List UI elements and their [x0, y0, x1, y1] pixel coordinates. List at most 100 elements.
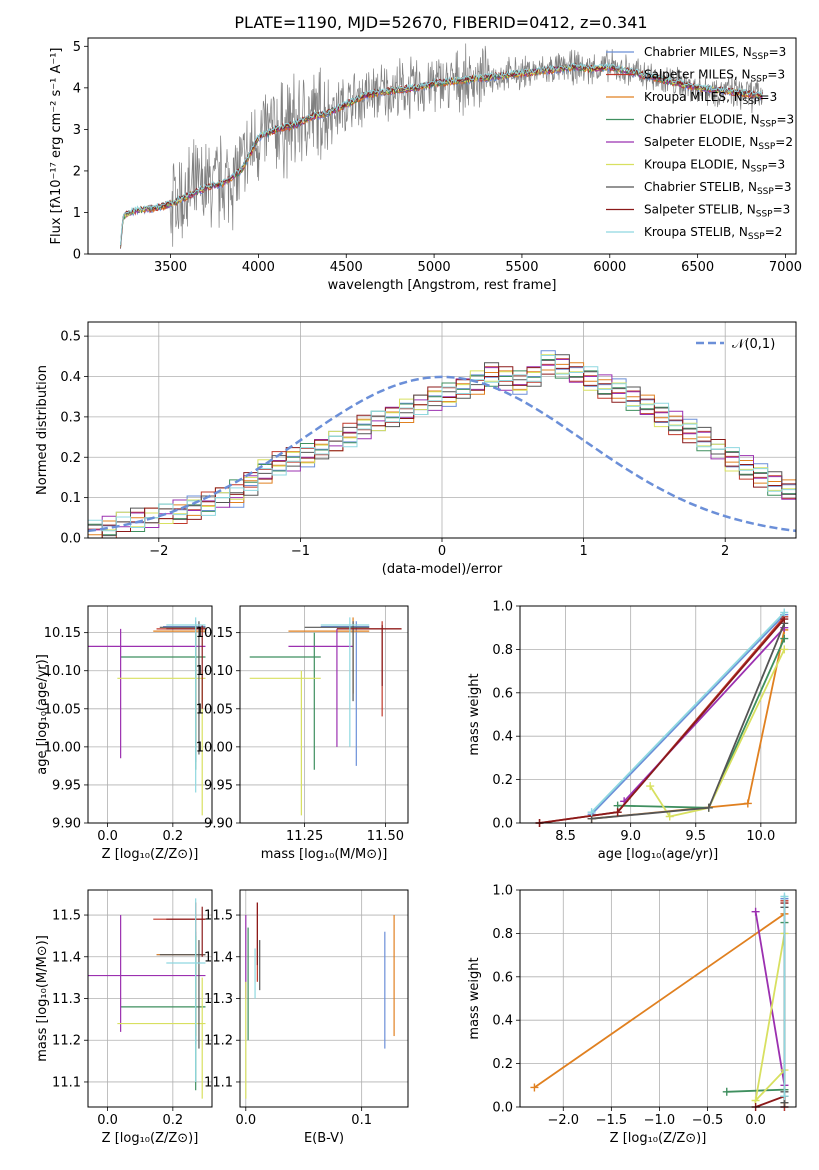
x-tick-label: 3500	[154, 260, 187, 275]
x-axis-label: E(B-V)	[304, 1131, 344, 1146]
legend-fit-name: Kroupa MILES	[644, 90, 726, 104]
axes-frame	[239, 605, 409, 824]
y-tick-label: 11.3	[204, 992, 233, 1007]
weight-point-marker	[780, 892, 789, 901]
legend-fit-name: Salpeter STELIB	[644, 203, 739, 217]
y-tick-label: 0.5	[60, 330, 81, 345]
legend-nssp-prefix: , N	[735, 45, 752, 59]
weight-point-marker	[780, 608, 789, 617]
legend-nssp-equals: =	[775, 135, 785, 149]
spectrum-panel: 3500 4000 4500 5000 5500 6000 6500 7000012345wa…	[49, 37, 802, 293]
age-vs-metallicity-panel: 0.0 0.2 9.90 9.95 10.00 10.05 10.10 10.15 Z [log…	[35, 605, 213, 862]
weight-point-marker	[704, 803, 713, 812]
x-tick-label: −1.5	[596, 1113, 628, 1128]
x-tick-label: 0.0	[97, 1113, 118, 1128]
axes-frame	[87, 605, 213, 824]
y-axis-label: mass weight	[467, 957, 482, 1039]
mass-vs-ebv-panel: 0.0 0.1 11.1 11.2 11.3 11.4 11.5 E(B-V)	[204, 889, 409, 1146]
legend-nssp-subscript: SSP	[758, 142, 775, 152]
residuals-panel: −2 −1 0 1 2 0.0 0.1 0.2 0.3 0.4 0.5 (data-model)/er…	[35, 321, 797, 577]
axes-frame	[87, 889, 213, 1108]
legend-nssp-subscript: SSP	[760, 120, 777, 130]
x-tick-label: 0	[438, 544, 446, 559]
x-tick-label: 1	[579, 544, 587, 559]
x-tick-label: 0.0	[745, 1113, 766, 1128]
legend-fit-name: Salpeter ELODIE	[644, 135, 742, 149]
legend-nssp-equals: =	[769, 45, 779, 59]
weight-point-marker	[722, 1087, 731, 1096]
y-tick-label: 1	[73, 206, 81, 221]
x-tick-label: −1	[291, 544, 310, 559]
x-axis-label: Z [log₁₀(Z/Z⊙)]	[610, 1131, 707, 1146]
y-tick-label: 0.2	[492, 1057, 513, 1072]
legend-nssp-equals: =	[774, 180, 784, 194]
legend-fit-name: Chabrier ELODIE	[644, 113, 743, 127]
weight-point-marker	[530, 1083, 539, 1092]
normal-distribution-line	[87, 375, 797, 533]
y-tick-label: 11.4	[52, 950, 81, 965]
weight-point-marker	[613, 808, 622, 817]
legend-label: 𝒩(0,1)	[732, 337, 775, 352]
weight-point-marker	[780, 645, 789, 654]
legend-nssp-subscript: SSP	[748, 232, 765, 242]
y-tick-label: 11.4	[204, 950, 233, 965]
legend-nssp-prefix: , N	[740, 180, 757, 194]
legend-nssp-value: 3	[787, 113, 795, 127]
weight-series-line	[590, 611, 785, 813]
weight-series-line	[754, 933, 786, 1104]
legend-label: Kroupa MILES, NSSP=3	[644, 90, 777, 107]
legend-nssp-prefix: , N	[731, 225, 748, 239]
legend-fit-name: Chabrier MILES	[644, 45, 735, 59]
legend-nssp-equals: =	[765, 225, 775, 239]
legend-nssp-subscript: SSP	[757, 187, 774, 197]
y-tick-label: 10.05	[44, 702, 81, 717]
x-tick-label: −2.0	[547, 1113, 579, 1128]
x-tick-label: 8.5	[555, 829, 576, 844]
y-tick-label: 10.05	[196, 702, 233, 717]
y-tick-label: 0.0	[492, 817, 513, 832]
weight-point-marker	[646, 782, 655, 791]
legend-nssp-equals: =	[760, 90, 770, 104]
y-axis-label: mass weight	[467, 673, 482, 755]
legend-nssp-subscript: SSP	[756, 210, 773, 220]
weight-point-marker	[751, 907, 760, 916]
mass-vs-metallicity-panel: 0.0 0.2 11.1 11.2 11.3 11.4 11.5 Z [log₁₀(Z/Z⊙)…	[35, 889, 213, 1146]
y-tick-label: 10.15	[196, 626, 233, 641]
axes-frame	[87, 37, 797, 255]
y-tick-label: 0.6	[492, 686, 513, 701]
x-tick-label: 2	[721, 544, 729, 559]
legend-nssp-value: 3	[777, 68, 785, 82]
y-tick-label: 0.1	[60, 491, 81, 506]
legend-nssp-subscript: SSP	[752, 52, 769, 62]
x-tick-label: 0.1	[351, 1113, 372, 1128]
x-tick-label: −2	[149, 544, 168, 559]
x-tick-label: 6000	[593, 260, 626, 275]
y-tick-label: 10.10	[196, 664, 233, 679]
legend-label: Kroupa STELIB, NSSP=2	[644, 225, 782, 242]
y-tick-label: 2	[73, 164, 81, 179]
weight-vs-metallicity-panel: −2.0 −1.5 −1.0 −0.5 0.0 0.0 0.2 0.4 0.6 0.8 1.0 Z […	[467, 884, 797, 1146]
y-tick-label: 10.00	[196, 740, 233, 755]
x-tick-label: 9.5	[685, 829, 706, 844]
legend-nssp-value: 3	[777, 158, 785, 172]
y-tick-label: 0.3	[60, 410, 81, 425]
y-tick-label: 11.5	[204, 909, 233, 924]
axes-frame	[239, 889, 409, 1108]
legend-label: Chabrier MILES, NSSP=3	[644, 45, 786, 62]
legend-nssp-value: 2	[785, 135, 793, 149]
y-tick-label: 0.2	[60, 451, 81, 466]
x-axis-label: (data-model)/error	[382, 562, 503, 577]
legend-nssp-value: 2	[775, 225, 783, 239]
y-tick-label: 0.6	[492, 970, 513, 985]
legend-nssp-prefix: , N	[734, 158, 751, 172]
x-tick-label: 0.2	[162, 1113, 183, 1128]
x-tick-label: 0.2	[162, 829, 183, 844]
axes-frame	[87, 321, 797, 539]
y-tick-label: 0.4	[60, 370, 81, 385]
legend-nssp-prefix: , N	[734, 68, 751, 82]
x-tick-label: 0.0	[97, 829, 118, 844]
y-axis-label: mass [log₁₀(M/M⊙)]	[35, 935, 50, 1062]
legend-nssp-subscript: SSP	[751, 75, 768, 85]
y-tick-label: 11.5	[52, 909, 81, 924]
weight-point-marker	[587, 808, 596, 817]
